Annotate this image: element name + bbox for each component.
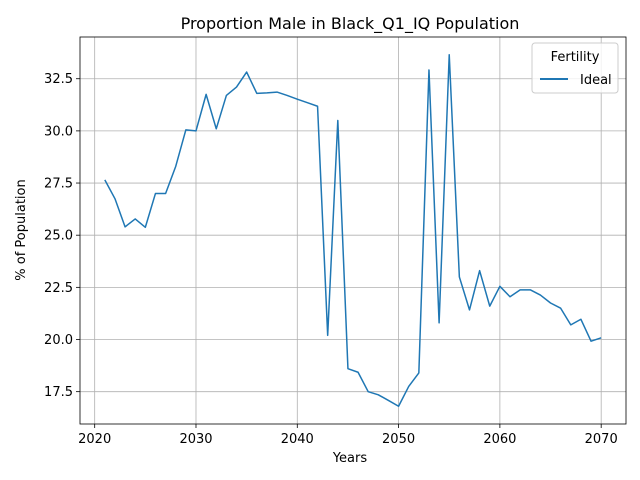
legend-box	[531, 42, 619, 94]
x-tick-label: 2030	[179, 432, 212, 447]
series-group	[104, 53, 602, 408]
x-tick-label: 2020	[78, 432, 111, 447]
x-tick-label: 2040	[281, 432, 314, 447]
grid	[80, 37, 626, 424]
legend: Fertility Ideal	[531, 42, 619, 94]
legend-label-ideal: Ideal	[580, 73, 612, 88]
x-axis-ticks: 2020 2030 2040 2050 2060 2070	[78, 424, 618, 447]
y-tick-label: 25.0	[44, 229, 73, 244]
y-tick-label: 32.5	[44, 72, 73, 87]
series-line-ideal	[104, 53, 602, 408]
x-axis-label: Years	[332, 451, 368, 466]
y-tick-label: 27.5	[44, 177, 73, 192]
legend-title: Fertility	[551, 50, 600, 65]
chart-title: Proportion Male in Black_Q1_IQ Populatio…	[181, 14, 520, 34]
y-tick-label: 30.0	[44, 124, 73, 139]
y-tick-label: 22.5	[44, 281, 73, 296]
x-tick-label: 2050	[382, 432, 415, 447]
y-axis-ticks: 17.5 20.0 22.5 25.0 27.5 30.0 32.5	[44, 72, 80, 400]
x-tick-label: 2070	[585, 432, 618, 447]
y-axis-label: % of Population	[14, 179, 29, 280]
y-tick-label: 17.5	[44, 385, 73, 400]
plot-frame	[79, 36, 627, 425]
x-tick-label: 2060	[483, 432, 516, 447]
y-tick-label: 20.0	[44, 333, 73, 348]
